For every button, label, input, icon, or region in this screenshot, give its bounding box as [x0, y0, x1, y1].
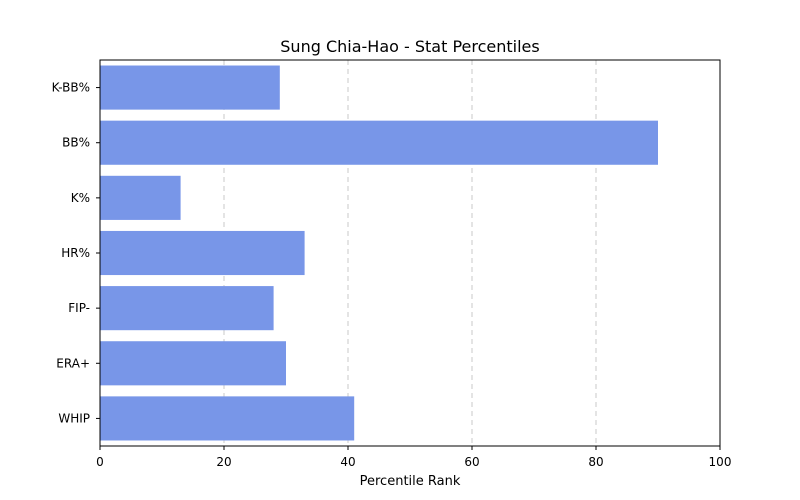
x-tick-label: 100: [709, 455, 732, 469]
y-tick-label: WHIP: [58, 411, 90, 425]
y-tick-label: K%: [71, 191, 90, 205]
x-tick-label: 20: [216, 455, 231, 469]
chart-title: Sung Chia-Hao - Stat Percentiles: [280, 37, 539, 56]
x-axis-label: Percentile Rank: [360, 474, 461, 489]
bar-hr-: [100, 230, 305, 276]
y-tick-label: FIP-: [68, 301, 90, 315]
y-tick-label: K-BB%: [52, 81, 90, 95]
y-tick-label: HR%: [61, 246, 90, 260]
bars: [100, 65, 658, 441]
x-tick-label: 60: [464, 455, 479, 469]
x-tick-label: 40: [340, 455, 355, 469]
bar-era-: [100, 341, 286, 386]
bar-bb-: [100, 120, 658, 165]
x-tick-label: 0: [96, 455, 104, 469]
y-axis-ticks: WHIP ERA+ FIP- HR% K% BB% K-BB%: [52, 81, 100, 425]
bar-k-bb-: [100, 65, 280, 110]
bar-whip: [100, 396, 355, 441]
bar-fip-: [100, 286, 274, 331]
x-tick-label: 80: [588, 455, 603, 469]
y-tick-label: ERA+: [56, 356, 90, 370]
x-axis-ticks: 0 20 40 60 80 100: [96, 446, 731, 469]
y-tick-label: BB%: [62, 136, 90, 150]
bar-k-: [100, 175, 181, 220]
